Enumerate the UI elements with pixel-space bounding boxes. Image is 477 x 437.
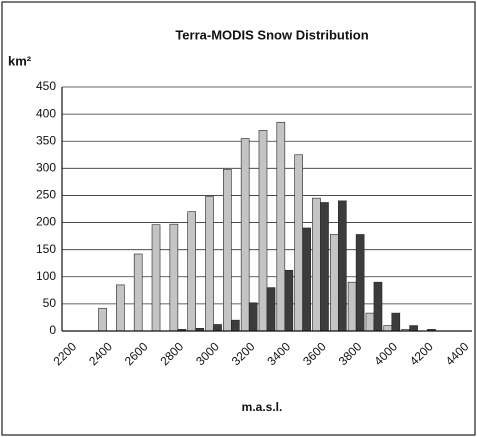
bar	[258, 130, 268, 332]
bar	[276, 121, 286, 332]
bar	[409, 325, 418, 332]
y-tick-label: 50	[43, 296, 57, 310]
bar	[347, 281, 357, 332]
bar	[355, 234, 365, 332]
bar	[266, 287, 276, 332]
bar	[205, 196, 214, 332]
y-tick-label: 250	[36, 188, 56, 202]
y-tick-label: 0	[49, 323, 56, 337]
bar	[373, 281, 383, 332]
chart-title: Terra-MODIS Snow Distribution	[175, 27, 368, 42]
y-tick-label: 200	[36, 215, 56, 229]
y-tick-label: 100	[36, 269, 56, 283]
y-tick-label: 150	[36, 242, 56, 256]
bar	[151, 224, 161, 332]
bar	[98, 307, 107, 332]
bar	[312, 197, 321, 332]
bar	[231, 319, 240, 332]
bar	[169, 223, 179, 332]
bar	[223, 169, 232, 332]
bar	[329, 234, 339, 332]
x-axis-label: m.a.s.l.	[242, 400, 283, 414]
y-axis-label: km²	[8, 53, 32, 68]
bar	[302, 227, 311, 332]
bar	[365, 312, 375, 332]
bar	[248, 302, 258, 332]
y-tick-label: 300	[36, 161, 56, 175]
bar	[383, 325, 393, 332]
bar	[320, 202, 329, 332]
bar	[133, 253, 143, 332]
bar	[338, 200, 347, 332]
y-tick-label: 450	[36, 79, 56, 93]
bar	[294, 154, 303, 332]
bar	[240, 138, 250, 332]
bar	[213, 324, 222, 332]
bar	[284, 269, 294, 332]
bar	[187, 211, 196, 332]
y-tick-label: 400	[36, 106, 56, 120]
y-tick-label: 350	[36, 133, 56, 147]
bar	[391, 312, 401, 332]
bar	[116, 284, 125, 332]
